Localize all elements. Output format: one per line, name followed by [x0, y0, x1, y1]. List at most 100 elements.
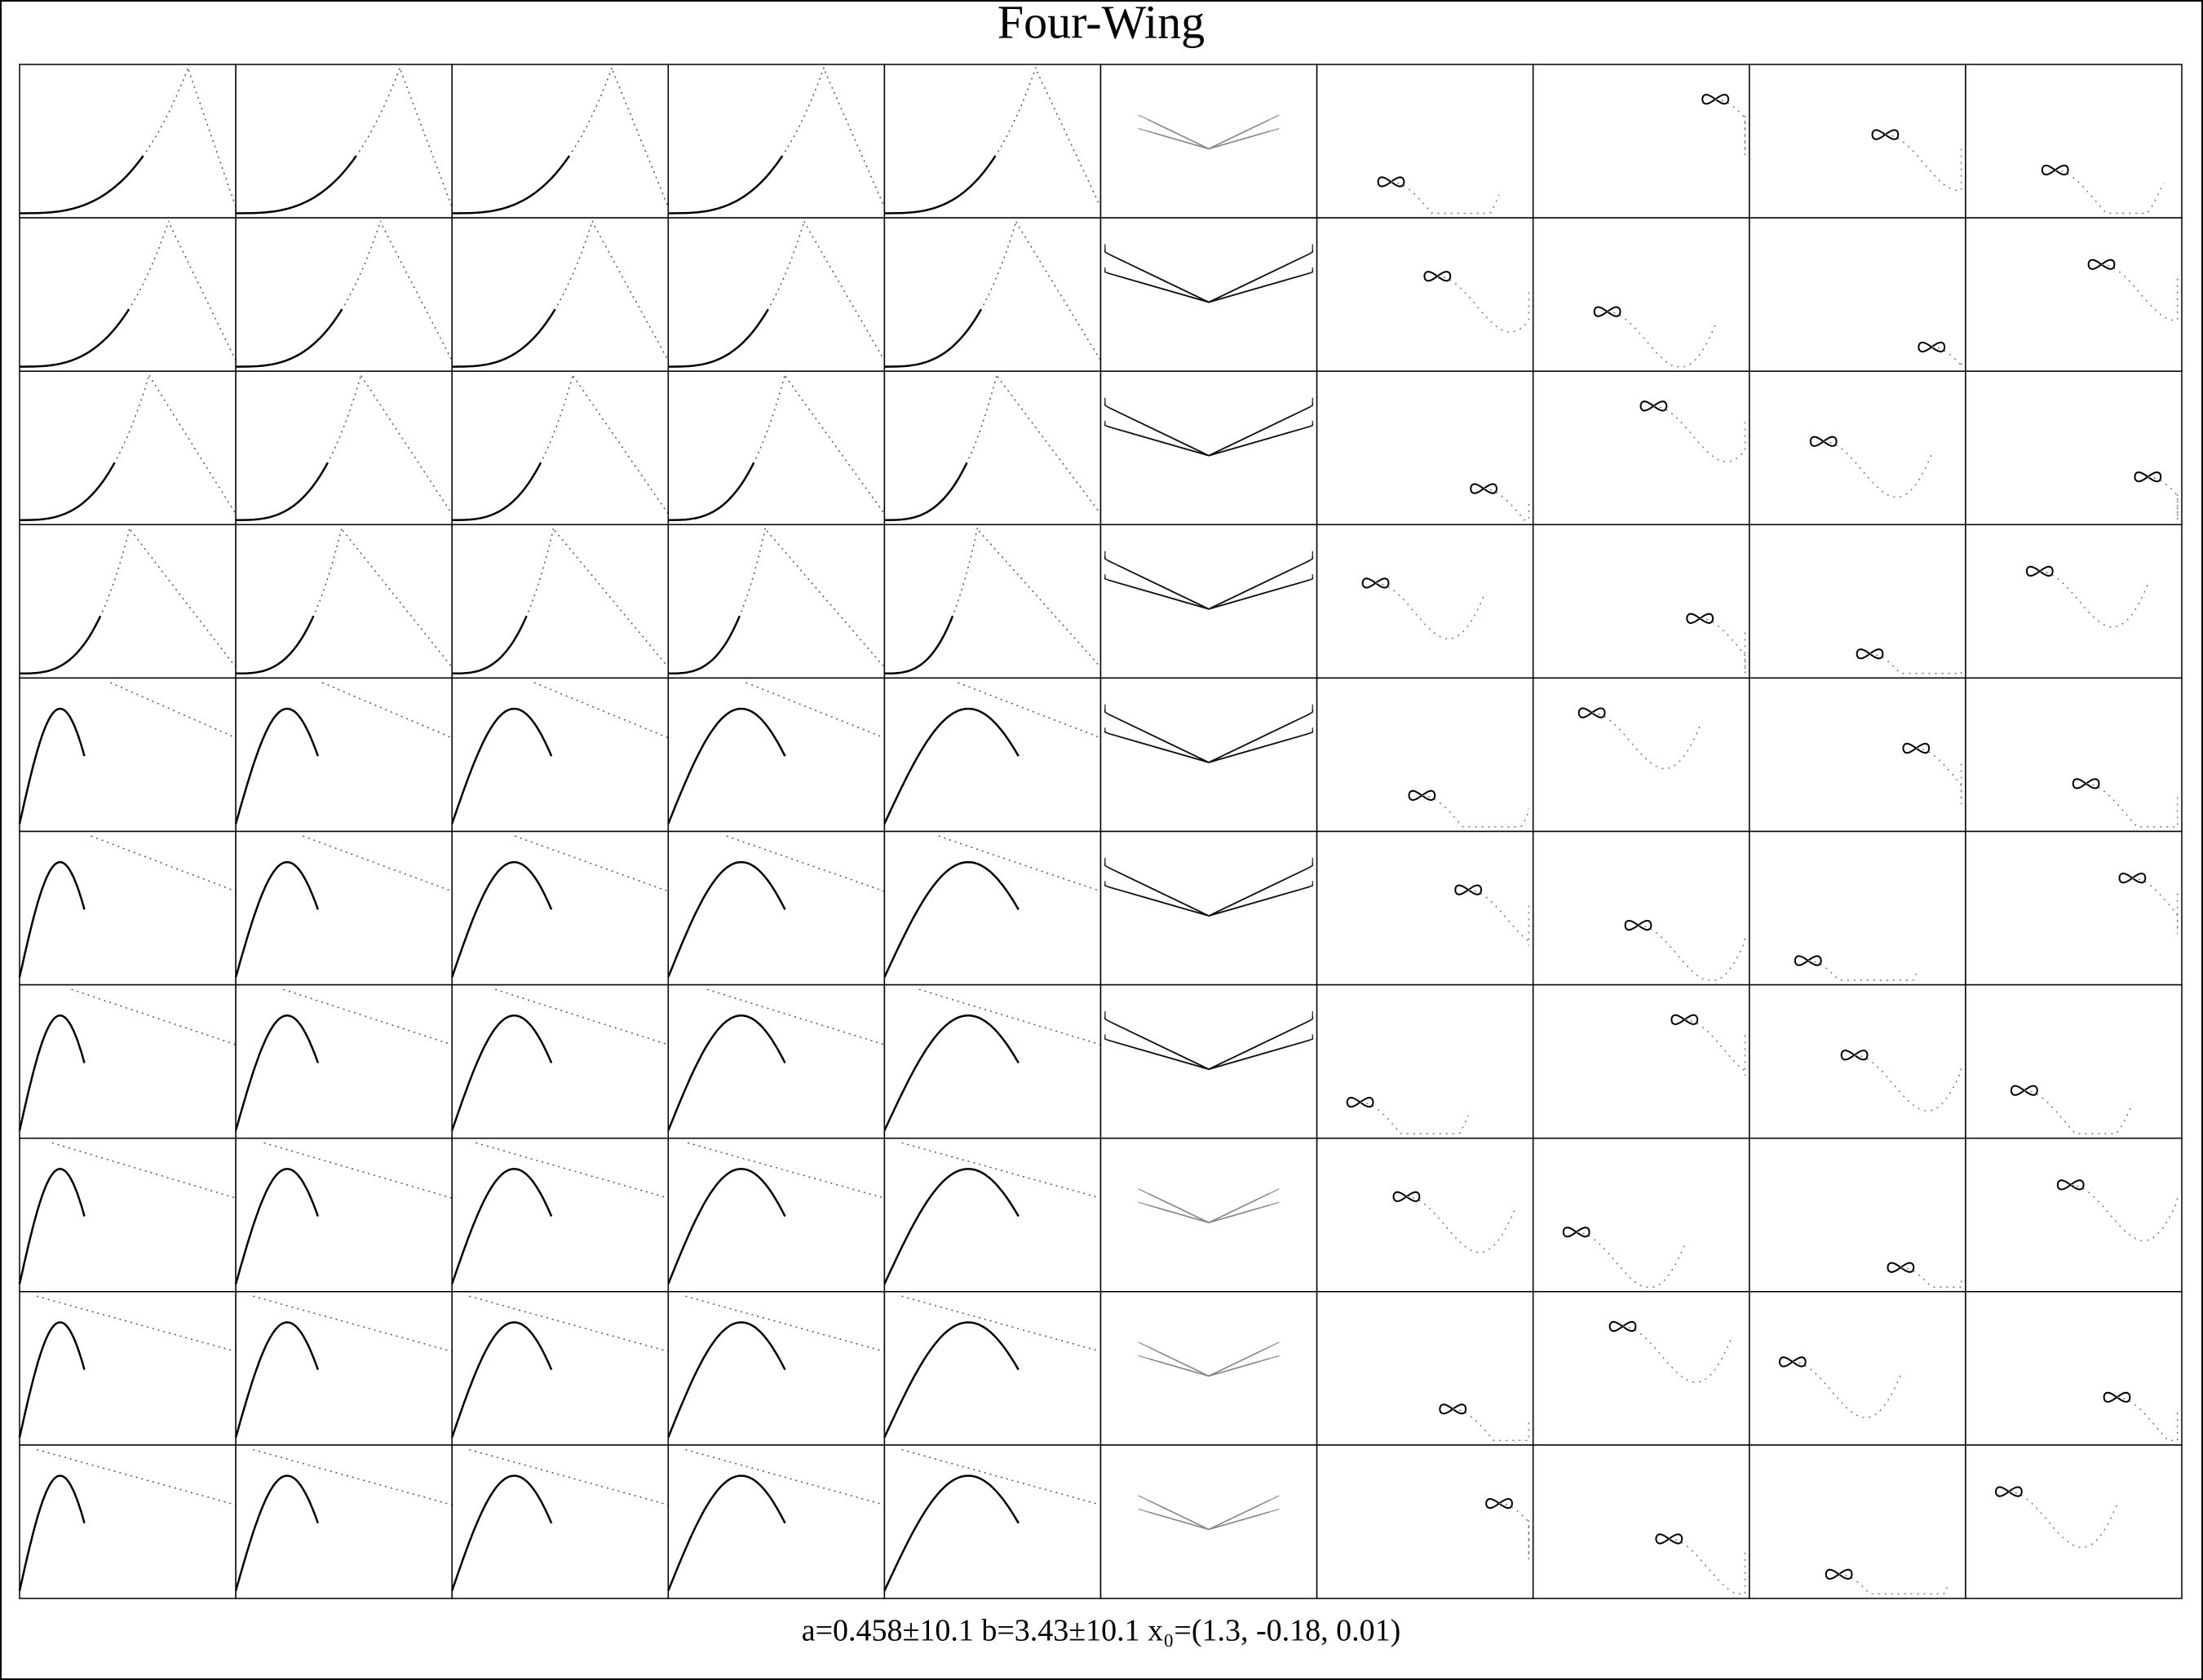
trajectory	[20, 462, 116, 521]
trail	[2055, 169, 2164, 214]
panel	[667, 370, 886, 526]
trajectory-tail	[343, 220, 453, 361]
panel	[667, 830, 886, 986]
trail	[1622, 1325, 1732, 1383]
panel	[451, 217, 670, 372]
trail	[1653, 405, 1746, 463]
panel	[667, 1137, 886, 1293]
trajectory-tail	[685, 1295, 885, 1352]
panel	[1965, 677, 2183, 833]
panel	[1316, 830, 1534, 986]
panel	[1099, 64, 1318, 219]
trajectory	[451, 1321, 553, 1438]
panel	[1316, 1137, 1534, 1293]
attractor	[1138, 1188, 1280, 1223]
trail	[1807, 960, 1917, 981]
panel	[1749, 1291, 1966, 1446]
trail	[1838, 1573, 1948, 1595]
trajectory	[452, 308, 556, 368]
trajectory	[234, 860, 319, 978]
trajectory-tail	[476, 1142, 669, 1199]
trajectory	[18, 1168, 86, 1284]
trajectory	[18, 1321, 86, 1438]
panel	[451, 830, 670, 986]
panel	[1965, 217, 2183, 372]
panel-grid	[18, 64, 2183, 1599]
trajectory	[234, 707, 319, 825]
panel	[1316, 64, 1534, 219]
attractor	[1104, 704, 1314, 763]
trail	[1375, 582, 1484, 640]
caption: a=0.458±10.1 b=3.43±10.1 x₀=(1.3, -0.18,…	[802, 1614, 1401, 1648]
panel	[1749, 830, 1966, 986]
panel	[883, 217, 1102, 372]
panel	[235, 217, 453, 372]
panel	[1316, 1444, 1534, 1599]
trajectory	[667, 860, 786, 978]
trajectory-tail	[769, 220, 886, 361]
trajectory-tail	[556, 220, 669, 361]
trajectory	[452, 615, 528, 675]
panel	[1316, 217, 1534, 372]
trail	[1391, 181, 1500, 214]
trajectory	[451, 1168, 553, 1284]
trajectory	[883, 860, 1020, 978]
trajectory	[236, 615, 315, 675]
panel	[1749, 1444, 1966, 1599]
trajectory	[452, 462, 542, 521]
trail	[1931, 346, 1962, 367]
attractor	[1138, 1495, 1280, 1531]
trail	[1684, 1019, 1746, 1076]
trajectory-tail	[283, 988, 453, 1046]
panel	[19, 524, 237, 679]
attractor	[1104, 1011, 1314, 1070]
panel	[19, 830, 237, 986]
panel	[1749, 677, 1966, 833]
panel	[1965, 370, 2183, 526]
trajectory-tail	[968, 374, 1102, 515]
trail	[1607, 311, 1716, 368]
panel	[1965, 64, 2183, 219]
trajectory	[884, 155, 997, 214]
panel	[883, 1137, 1102, 1293]
panel	[235, 64, 453, 219]
panel	[667, 1444, 886, 1599]
panel	[235, 1444, 453, 1599]
panel	[1532, 64, 1750, 219]
panel	[1965, 524, 2183, 679]
panel	[1532, 1291, 1750, 1446]
trajectory-tail	[253, 1448, 453, 1506]
panel	[1965, 1137, 2183, 1293]
trail	[1406, 1196, 1515, 1253]
attractor	[1104, 244, 1314, 303]
trajectory	[883, 1321, 1020, 1439]
panel	[1099, 524, 1318, 679]
panel	[1965, 1444, 2183, 1599]
panel	[883, 677, 1102, 833]
trajectory	[18, 1015, 86, 1131]
attractor	[1104, 397, 1314, 457]
trail	[1437, 275, 1530, 333]
panel	[1316, 677, 1534, 833]
panel	[235, 677, 453, 833]
panel	[1099, 370, 1318, 526]
trail	[1484, 488, 1530, 521]
attractor	[1104, 857, 1314, 917]
trajectory	[236, 155, 357, 214]
panel	[1316, 370, 1534, 526]
panel	[883, 1291, 1102, 1446]
trajectory	[451, 860, 553, 978]
trail	[1498, 1502, 1530, 1559]
trajectory-tail	[741, 527, 885, 668]
trajectory-tail	[253, 1295, 453, 1352]
trail	[1468, 889, 1530, 946]
panel	[883, 1444, 1102, 1599]
trajectory-tail	[745, 682, 885, 739]
panel	[1965, 984, 2183, 1139]
trajectory-tail	[901, 1295, 1101, 1352]
trajectory-tail	[321, 682, 453, 739]
trajectory-tail	[110, 682, 237, 739]
panel	[1532, 984, 1750, 1139]
panel	[1099, 1444, 1318, 1599]
